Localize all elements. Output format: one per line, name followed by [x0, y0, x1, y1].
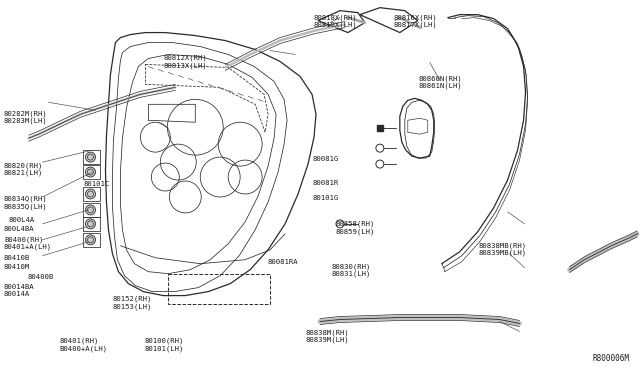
- Text: 80100(RH)
80101(LH): 80100(RH) 80101(LH): [145, 338, 184, 352]
- Circle shape: [86, 167, 95, 177]
- Text: 800L4A: 800L4A: [8, 217, 35, 223]
- Circle shape: [86, 235, 95, 245]
- Text: 80816X(RH)
80817X(LH): 80816X(RH) 80817X(LH): [394, 14, 437, 28]
- Text: 80081RA: 80081RA: [268, 259, 298, 265]
- Text: 80410B: 80410B: [4, 255, 30, 261]
- Text: 80858(RH)
80859(LH): 80858(RH) 80859(LH): [336, 221, 375, 234]
- Text: 80081G: 80081G: [312, 156, 339, 162]
- Text: 80081R: 80081R: [312, 180, 339, 186]
- Text: 80830(RH)
80831(LH): 80830(RH) 80831(LH): [332, 263, 371, 278]
- Text: 80014BA
80014A: 80014BA 80014A: [4, 284, 35, 297]
- Circle shape: [86, 189, 95, 199]
- Text: R800006M: R800006M: [593, 355, 629, 363]
- Text: 80152(RH)
80153(LH): 80152(RH) 80153(LH): [113, 296, 152, 310]
- Text: 800L4BA: 800L4BA: [4, 226, 35, 232]
- Text: 80820(RH)
80821(LH): 80820(RH) 80821(LH): [4, 162, 44, 176]
- Text: 80812X(RH)
80813X(LH): 80812X(RH) 80813X(LH): [164, 55, 207, 69]
- Text: B0400(RH)
80401+A(LH): B0400(RH) 80401+A(LH): [4, 237, 52, 250]
- Circle shape: [86, 152, 95, 162]
- Circle shape: [86, 205, 95, 215]
- Text: 80400B: 80400B: [28, 274, 54, 280]
- Text: 80101C: 80101C: [84, 181, 110, 187]
- Text: 80401(RH)
B0400+A(LH): 80401(RH) B0400+A(LH): [60, 338, 108, 352]
- Text: 80410M: 80410M: [4, 264, 30, 270]
- Circle shape: [86, 219, 95, 229]
- Text: 80838MB(RH)
80839MB(LH): 80838MB(RH) 80839MB(LH): [478, 242, 527, 256]
- Text: 80282M(RH)
80283M(LH): 80282M(RH) 80283M(LH): [4, 110, 47, 125]
- Text: 80834Q(RH)
80835Q(LH): 80834Q(RH) 80835Q(LH): [4, 196, 47, 210]
- Text: 80860N(RH)
80861N(LH): 80860N(RH) 80861N(LH): [419, 75, 463, 89]
- Text: 80101G: 80101G: [312, 195, 339, 201]
- Text: 80838M(RH)
80839M(LH): 80838M(RH) 80839M(LH): [306, 329, 349, 343]
- Text: 80818X(RH)
80819X(LH): 80818X(RH) 80819X(LH): [314, 14, 357, 28]
